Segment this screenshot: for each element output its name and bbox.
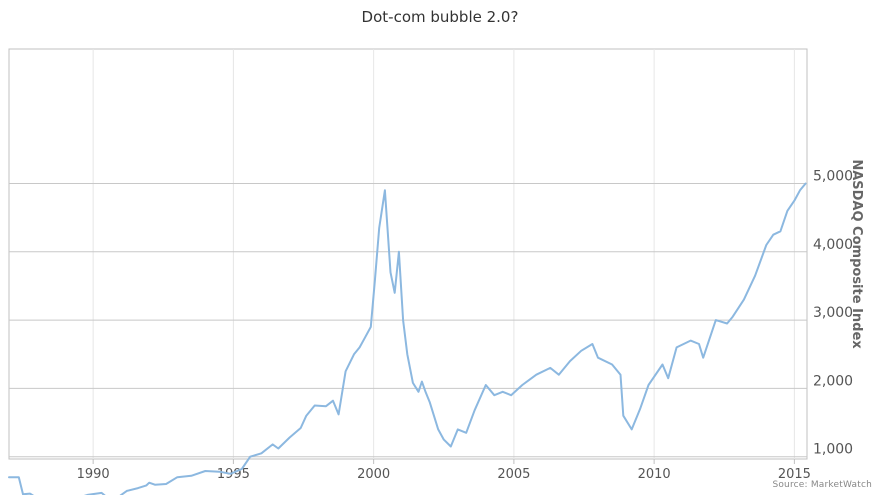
x-tick-label: 2015	[778, 467, 811, 482]
chart-title: Dot-com bubble 2.0?	[361, 8, 519, 26]
y-tick-label: 1,000	[813, 442, 853, 458]
x-tick-label: 2005	[497, 467, 530, 482]
x-tick-label: 2000	[357, 467, 390, 482]
x-tick-label: 1990	[77, 467, 110, 482]
y-axis-ticks: 1,000 2,000 3,000 4,000 5,000	[813, 169, 853, 458]
y-tick-label: 5,000	[813, 169, 853, 185]
y-tick-label: 2,000	[813, 373, 853, 389]
x-axis-ticks: 1990 1995 2000 2005 2010 2015	[77, 459, 811, 482]
x-tick-label: 1995	[217, 467, 250, 482]
y-tick-label: 4,000	[813, 237, 853, 253]
y-tick-label: 3,000	[813, 305, 853, 321]
x-tick-label: 2010	[638, 467, 671, 482]
plot-frame	[8, 48, 808, 460]
y-axis-title: NASDAQ Composite Index	[849, 159, 864, 349]
nasdaq-series-line	[8, 182, 807, 495]
gridlines	[9, 49, 807, 459]
source-note: Source: MarketWatch	[772, 480, 872, 490]
